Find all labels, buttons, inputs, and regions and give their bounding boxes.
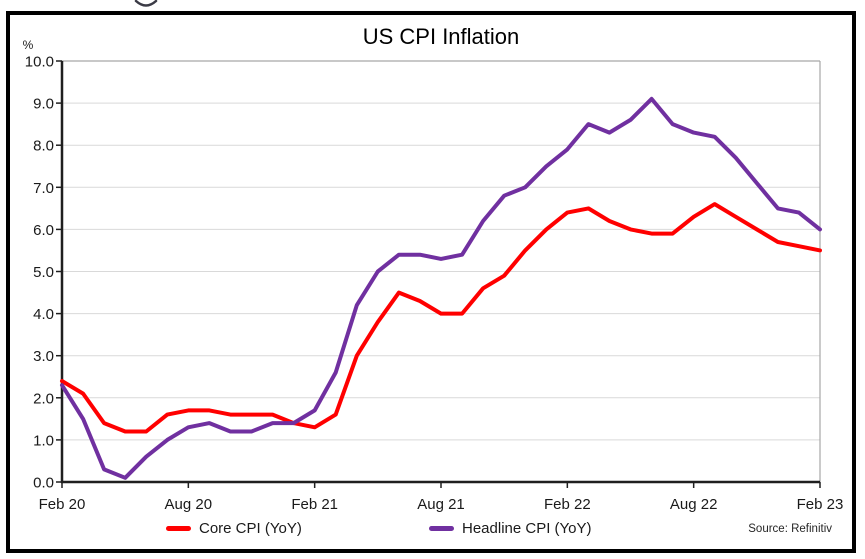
x-tick-label: Feb 20 <box>39 496 86 513</box>
legend-item-headline-cpi: Headline CPI (YoY) <box>429 520 592 537</box>
cropped-text-descender <box>134 0 158 7</box>
x-tick-label: Aug 20 <box>165 496 213 513</box>
legend-label-core: Core CPI (YoY) <box>199 520 302 537</box>
x-tick-label: Aug 22 <box>670 496 718 513</box>
chart-title: US CPI Inflation <box>362 24 520 49</box>
legend-label-headline: Headline CPI (YoY) <box>462 520 592 537</box>
y-tick-label: 0.0 <box>33 475 54 492</box>
legend-line-swatch-core <box>166 526 191 531</box>
y-tick-label: 4.0 <box>33 306 54 323</box>
legend-line-swatch-headline <box>429 526 454 531</box>
x-tick-label: Aug 21 <box>417 496 465 513</box>
series-line-core-cpi-yoy <box>60 202 822 434</box>
y-tick-label: 6.0 <box>33 222 54 239</box>
y-tick-label: 10.0 <box>25 54 54 71</box>
y-axis-unit-label: % <box>23 38 34 52</box>
source-note: Source: Refinitiv <box>748 523 832 535</box>
y-tick-label: 8.0 <box>33 138 54 155</box>
x-tick-label: Feb 21 <box>291 496 338 513</box>
y-tick-label: 3.0 <box>33 348 54 365</box>
y-tick-label: 1.0 <box>33 432 54 449</box>
x-tick-label: Feb 23 <box>797 496 844 513</box>
y-tick-label: 5.0 <box>33 264 54 281</box>
x-tick-label: Feb 22 <box>544 496 591 513</box>
legend-item-core-cpi: Core CPI (YoY) <box>166 520 302 537</box>
y-tick-label: 2.0 <box>33 390 54 407</box>
series-line-headline-cpi-yoy <box>60 96 822 480</box>
y-tick-label: 9.0 <box>33 96 54 113</box>
y-tick-label: 7.0 <box>33 180 54 197</box>
chart-outer-border <box>6 11 856 553</box>
